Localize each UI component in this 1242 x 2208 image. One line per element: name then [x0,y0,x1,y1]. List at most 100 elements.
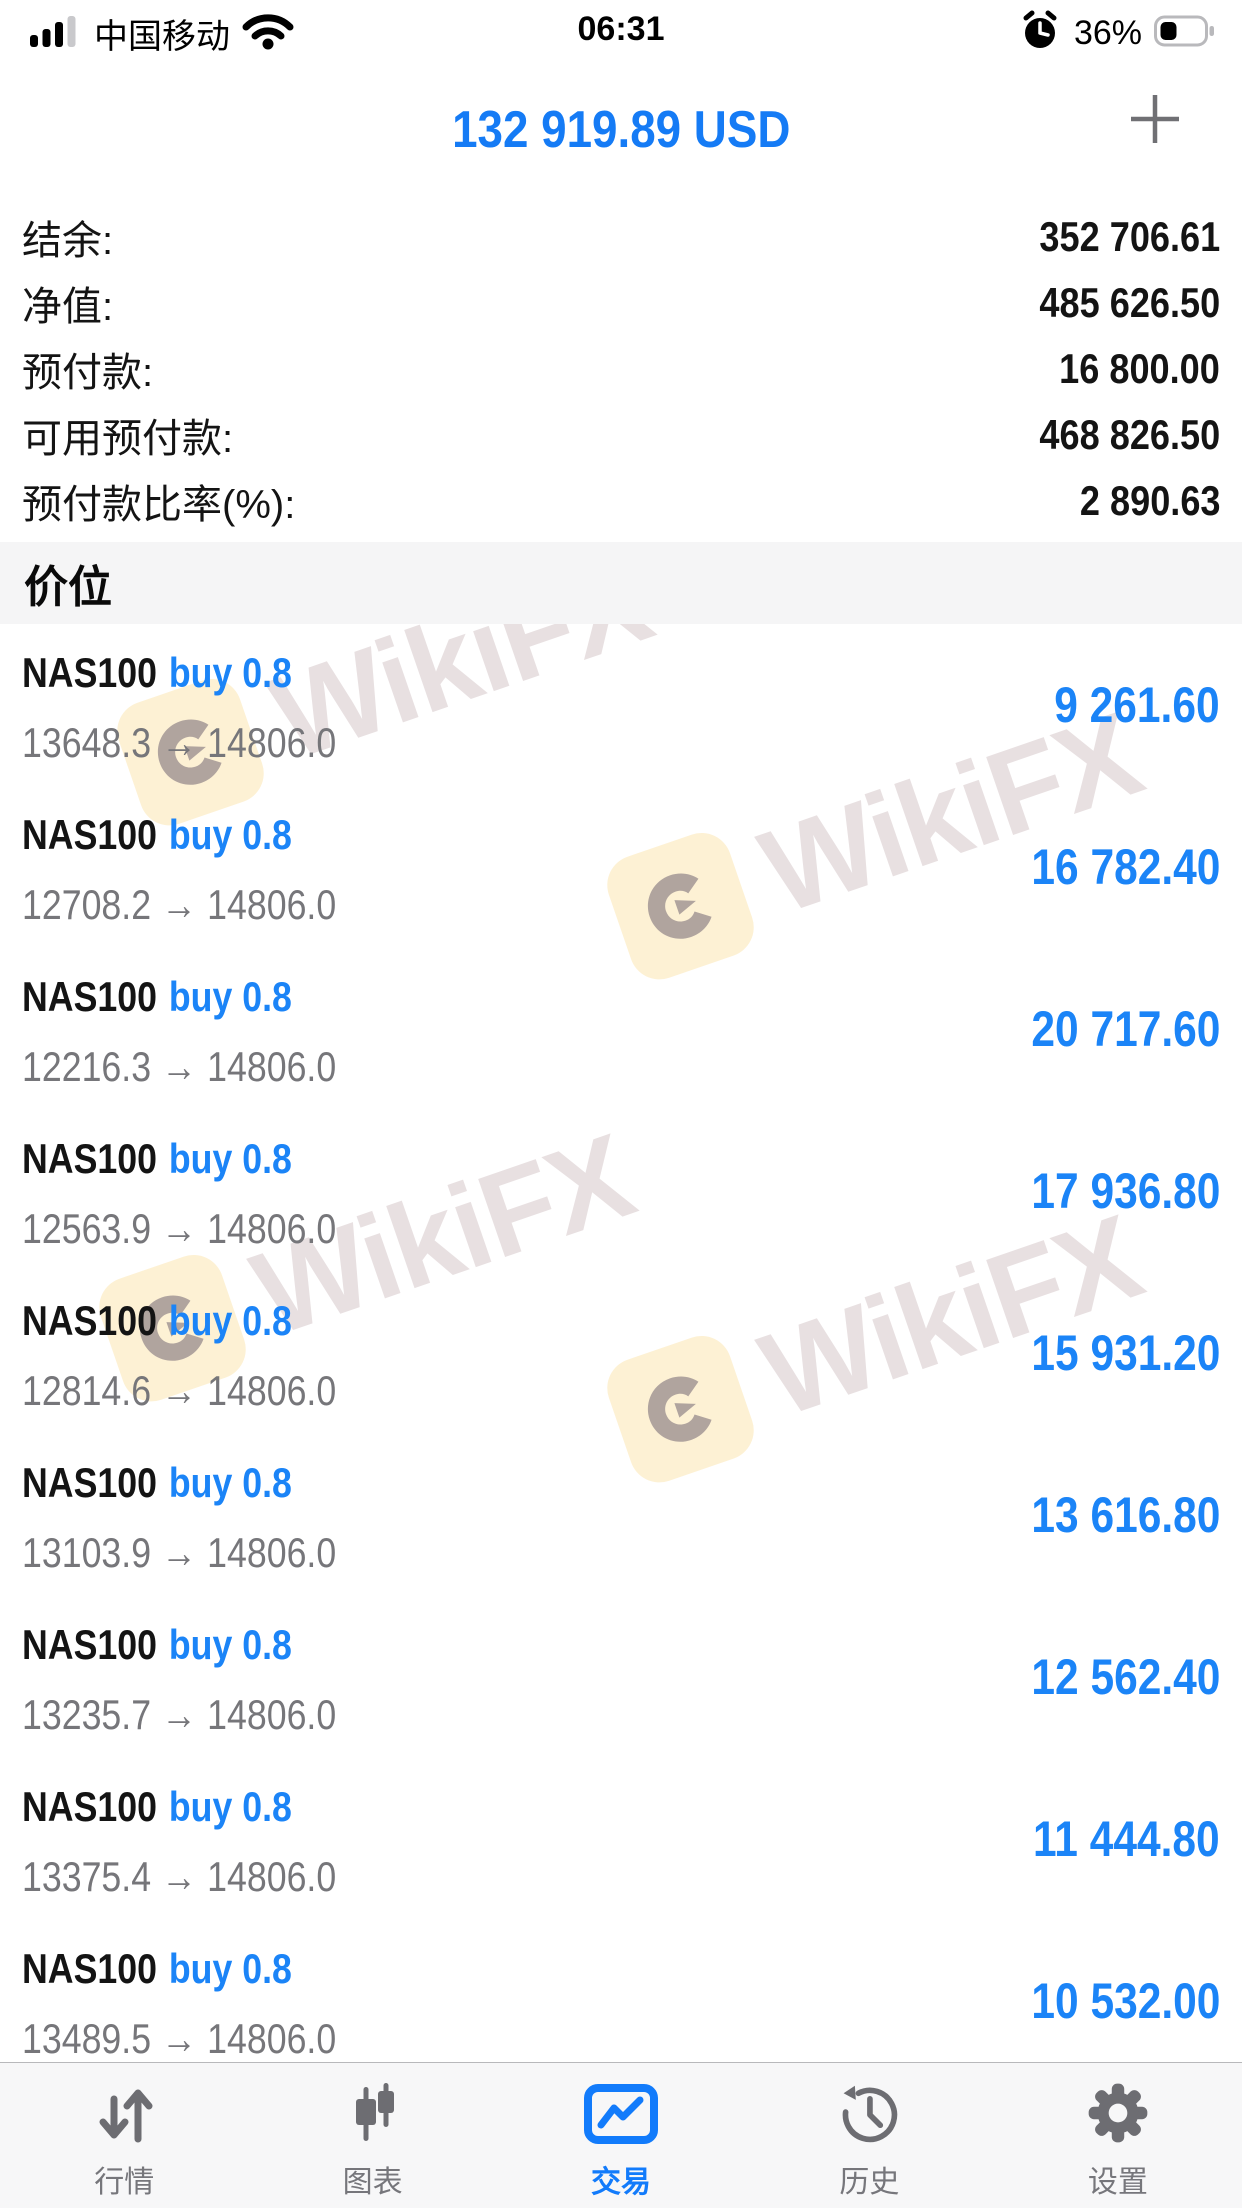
current-price: 14806.0 [207,1853,337,1900]
plus-icon [1131,95,1179,143]
position-symbol: NAS100 [22,649,157,696]
current-price: 14806.0 [207,1367,337,1414]
summary-row-margin-level: 预付款比率(%): 2 890.63 [22,468,1220,534]
position-symbol: NAS100 [22,1945,157,1992]
carrier-label: 中国移动 [94,17,230,56]
summary-row-margin: 预付款: 16 800.00 [22,336,1220,402]
bottom-tab-bar: 行情 图表 交易 [0,2062,1242,2208]
account-header: 132 919.89 USD [0,60,1242,200]
clock-time: 06:31 [577,10,665,48]
position-row[interactable]: NAS100 buy 0.8 12708.2 → 14806.0 16 782.40 [0,786,1242,948]
current-price: 14806.0 [207,881,337,928]
open-price: 13235.7 [22,1691,152,1738]
position-symbol: NAS100 [22,1783,157,1830]
open-price: 12708.2 [22,881,152,928]
open-price: 13648.3 [22,719,152,766]
tab-trade[interactable]: 交易 [497,2079,745,2208]
tab-history[interactable]: 历史 [745,2079,993,2208]
arrow-right-icon: → [161,719,197,766]
summary-value: 468 826.50 [1039,411,1220,458]
position-profit: 10 532.00 [1030,1973,1220,2029]
position-profit: 20 717.60 [1030,1001,1220,1057]
summary-label: 可用预付款: [22,417,234,461]
position-row[interactable]: NAS100 buy 0.8 12563.9 → 14806.0 17 936.80 [0,1110,1242,1272]
tab-quotes[interactable]: 行情 [0,2079,248,2208]
candlestick-chart-icon [341,2079,405,2145]
position-symbol: NAS100 [22,1459,157,1506]
up-down-arrows-icon [90,2079,158,2145]
position-row[interactable]: NAS100 buy 0.8 13489.5 → 14806.0 10 532.00 [0,1920,1242,2082]
history-clock-icon [835,2079,903,2145]
positions-section-header: 价位 [0,542,1242,624]
summary-value: 352 706.61 [1039,213,1220,260]
current-price: 14806.0 [207,2015,337,2062]
summary-value: 485 626.50 [1039,279,1220,326]
position-symbol: NAS100 [22,1135,157,1182]
summary-label: 预付款比率(%): [22,483,296,527]
current-price: 14806.0 [207,719,337,766]
summary-row-equity: 净值: 485 626.50 [22,270,1220,336]
open-price: 12814.6 [22,1367,152,1414]
tab-settings[interactable]: 设置 [994,2079,1242,2208]
position-row[interactable]: NAS100 buy 0.8 12814.6 → 14806.0 15 931.20 [0,1272,1242,1434]
arrow-right-icon: → [161,2015,197,2062]
wifi-icon [242,11,294,56]
position-profit: 12 562.40 [1030,1649,1220,1705]
tab-charts[interactable]: 图表 [248,2079,496,2208]
current-price: 14806.0 [207,1043,337,1090]
summary-value: 2 890.63 [1079,477,1220,524]
position-side-volume: buy 0.8 [168,1135,292,1182]
current-price: 14806.0 [207,1529,337,1576]
summary-label: 净值: [22,285,114,329]
summary-value: 16 800.00 [1059,345,1220,392]
position-profit: 9 261.60 [1054,677,1220,733]
open-price: 13375.4 [22,1853,152,1900]
position-row[interactable]: NAS100 buy 0.8 12216.3 → 14806.0 20 717.60 [0,948,1242,1110]
status-bar: 中国移动 06:31 36% [0,0,1242,60]
tab-label: 图表 [342,2166,403,2199]
position-side-volume: buy 0.8 [168,649,292,696]
position-side-volume: buy 0.8 [168,1459,292,1506]
tab-label: 行情 [94,2166,155,2199]
summary-row-free-margin: 可用预付款: 468 826.50 [22,402,1220,468]
position-row[interactable]: NAS100 buy 0.8 13235.7 → 14806.0 12 562.40 [0,1596,1242,1758]
position-profit: 16 782.40 [1030,839,1220,895]
section-title: 价位 [24,563,112,612]
arrow-right-icon: → [161,1367,197,1414]
position-side-volume: buy 0.8 [168,1297,292,1344]
new-order-button[interactable] [1122,86,1188,152]
position-symbol: NAS100 [22,1621,157,1668]
account-summary: 结余: 352 706.61 净值: 485 626.50 预付款: 16 80… [0,200,1242,534]
alarm-clock-icon [1018,9,1062,58]
arrow-right-icon: → [161,1691,197,1738]
position-row[interactable]: NAS100 buy 0.8 13375.4 → 14806.0 11 444.80 [0,1758,1242,1920]
summary-row-balance: 结余: 352 706.61 [22,204,1220,270]
position-profit: 15 931.20 [1030,1325,1220,1381]
current-price: 14806.0 [207,1205,337,1252]
tab-label: 历史 [839,2166,900,2199]
position-row[interactable]: NAS100 buy 0.8 13103.9 → 14806.0 13 616.80 [0,1434,1242,1596]
arrow-right-icon: → [161,1205,197,1252]
position-side-volume: buy 0.8 [168,1783,292,1830]
open-price: 12216.3 [22,1043,152,1090]
summary-label: 预付款: [22,351,154,395]
position-side-volume: buy 0.8 [168,811,292,858]
position-symbol: NAS100 [22,973,157,1020]
position-symbol: NAS100 [22,811,157,858]
position-profit: 11 444.80 [1033,1811,1220,1867]
account-balance-title: 132 919.89 USD [451,101,791,159]
gear-icon [1086,2079,1150,2145]
tab-label: 交易 [591,2166,652,2199]
open-price: 13103.9 [22,1529,152,1576]
trade-line-chart-icon [583,2079,659,2145]
arrow-right-icon: → [161,1529,197,1576]
position-row[interactable]: NAS100 buy 0.8 13648.3 → 14806.0 9 261.60 [0,624,1242,786]
position-profit: 17 936.80 [1030,1163,1220,1219]
summary-label: 结余: [22,219,114,263]
signal-strength-icon [30,14,82,53]
position-symbol: NAS100 [22,1297,157,1344]
position-side-volume: buy 0.8 [168,1945,292,1992]
position-side-volume: buy 0.8 [168,1621,292,1668]
battery-icon [1154,15,1216,52]
open-price: 12563.9 [22,1205,152,1252]
